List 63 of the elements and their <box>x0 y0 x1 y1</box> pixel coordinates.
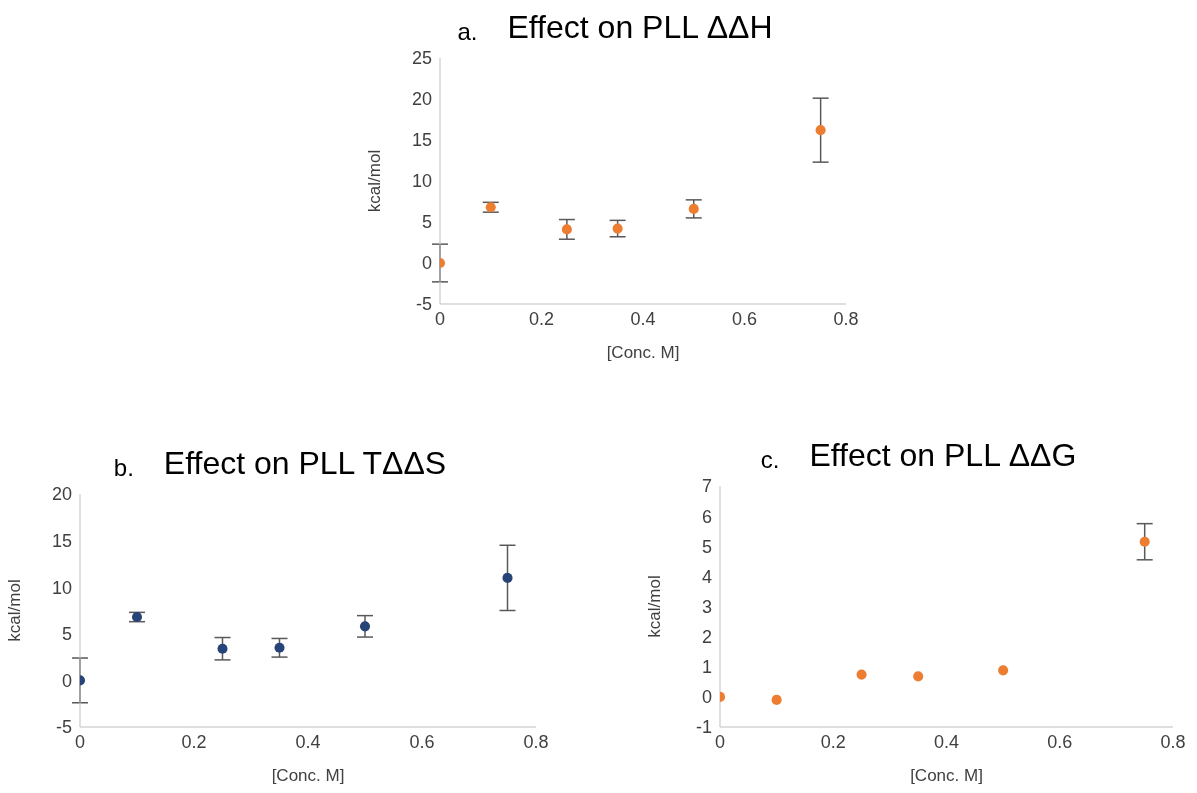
y-tick-label: -5 <box>415 294 432 315</box>
x-tick-label: 0.2 <box>528 308 555 329</box>
y-tick-label: 25 <box>411 48 432 69</box>
point <box>561 224 572 235</box>
y-tick-label: 20 <box>51 484 72 505</box>
y-axis-title: kcal/mol <box>365 149 385 213</box>
point <box>688 203 699 214</box>
y-tick-label: 20 <box>411 89 432 110</box>
y-tick-label: 4 <box>701 566 712 587</box>
chart-title: Effect on PLL TΔΔS <box>163 445 447 482</box>
y-tick-label: 15 <box>411 130 432 151</box>
y-tick-label: -5 <box>55 717 72 738</box>
y-tick-label: 5 <box>61 624 72 645</box>
y-tick-label: 6 <box>701 506 712 527</box>
y-tick-label: 0 <box>421 253 432 274</box>
point <box>612 223 623 234</box>
y-axis-title: kcal/mol <box>5 579 25 642</box>
point <box>274 642 285 653</box>
x-tick-label: 0.4 <box>630 308 656 329</box>
point <box>359 621 371 632</box>
y-tick-label: 2 <box>701 627 712 648</box>
text: b. <box>113 454 134 482</box>
point <box>502 572 513 583</box>
x-tick-label: 0.6 <box>409 731 435 752</box>
x-axis-title: [Conc. M] <box>910 766 983 785</box>
x-tick-label: 0.6 <box>1047 731 1073 752</box>
chart-title: Effect on PLL ΔΔH <box>507 9 773 46</box>
point <box>771 694 782 705</box>
point <box>998 665 1009 676</box>
text: c. <box>760 446 780 474</box>
x-tick-label: 0.2 <box>181 731 207 752</box>
y-tick-label: 5 <box>421 212 432 233</box>
y-axis-title: kcal/mol <box>645 575 665 638</box>
y-tick-label: 7 <box>701 476 712 497</box>
x-axis-title: [Conc. M] <box>606 343 680 362</box>
x-tick-label: 0.6 <box>731 308 758 329</box>
x-tick-label: 0.4 <box>295 731 321 752</box>
chart-title: Effect on PLL ΔΔG <box>809 437 1077 474</box>
y-tick-label: 10 <box>411 171 432 192</box>
x-tick-label: 0.2 <box>820 731 846 752</box>
y-tick-label: 15 <box>51 530 72 551</box>
y-tick-label: 0 <box>61 670 72 691</box>
point <box>1139 536 1150 547</box>
text: a. <box>457 18 478 46</box>
x-tick-label: 0.8 <box>1160 731 1186 752</box>
y-tick-label: 5 <box>701 536 712 557</box>
point <box>217 643 228 654</box>
point <box>913 671 924 682</box>
point <box>485 202 496 213</box>
point <box>856 669 867 680</box>
x-tick-label: 0.8 <box>833 308 859 329</box>
y-tick-label: -1 <box>695 717 712 738</box>
y-tick-label: 10 <box>51 577 72 598</box>
y-tick-label: 1 <box>701 657 712 678</box>
point <box>815 125 826 136</box>
x-axis-title: [Conc. M] <box>271 766 345 785</box>
x-tick-label: 0 <box>74 731 86 752</box>
x-tick-label: 0 <box>714 731 726 752</box>
x-tick-label: 0.8 <box>523 731 549 752</box>
y-tick-label: 0 <box>701 687 712 708</box>
y-tick-label: 3 <box>701 596 712 617</box>
x-tick-label: 0.4 <box>933 731 960 752</box>
x-tick-label: 0 <box>434 308 446 329</box>
